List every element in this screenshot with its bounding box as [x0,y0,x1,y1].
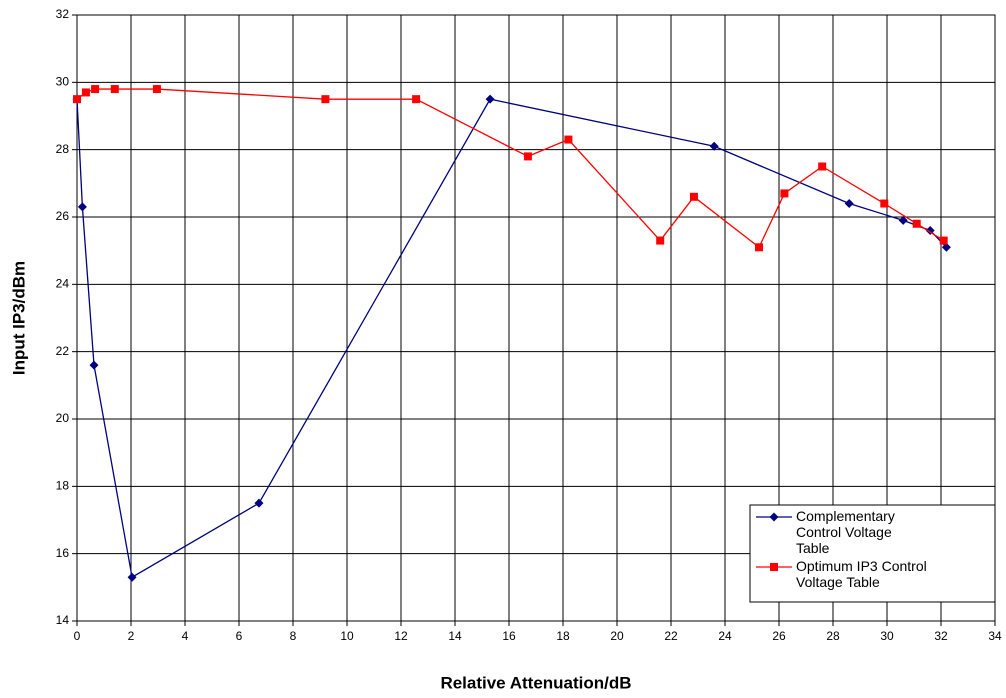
marker [77,202,87,212]
x-tick-label: 32 [934,629,948,643]
marker [898,215,908,225]
x-axis-title: Relative Attenuation/dB [440,673,631,692]
x-tick-label: 18 [556,629,570,643]
x-tick-label: 22 [664,629,678,643]
marker [941,242,951,252]
x-tick-label: 14 [448,629,462,643]
marker [89,360,99,370]
marker [110,85,119,94]
x-tick-label: 8 [290,629,297,643]
y-tick-label: 18 [56,479,70,493]
legend-label: Complementary Control Voltage Table [796,508,895,556]
y-tick-label: 22 [56,344,70,358]
marker [523,152,532,161]
plot-border [76,14,996,622]
x-tick-label: 34 [988,629,1002,643]
marker [656,236,665,245]
marker [709,141,719,151]
marker [689,192,698,201]
x-tick-label: 16 [502,629,516,643]
y-tick-label: 26 [56,209,70,223]
marker [880,199,889,208]
marker [844,199,854,209]
y-tick-label: 30 [56,75,70,89]
marker [321,95,330,104]
x-tick-label: 26 [772,629,786,643]
marker [939,236,948,245]
legend-box [749,504,996,603]
x-tick-label: 28 [826,629,840,643]
marker [152,85,161,94]
y-tick-label: 14 [56,613,70,627]
marker [780,189,789,198]
marker [925,225,935,235]
y-tick-label: 28 [56,142,70,156]
y-tick-label: 16 [56,546,70,560]
marker [254,498,264,508]
x-tick-label: 2 [128,629,135,643]
marker [818,162,827,171]
x-tick-label: 12 [394,629,408,643]
y-tick-label: 24 [56,277,70,291]
legend-marker [769,512,779,522]
marker [73,95,81,104]
marker [912,219,921,228]
x-tick-label: 6 [236,629,243,643]
marker [564,135,573,144]
x-tick-label: 10 [340,629,354,643]
x-tick-label: 0 [74,629,81,643]
marker [81,88,90,97]
x-tick-label: 4 [182,629,189,643]
marker [755,243,764,252]
marker [412,95,421,104]
y-tick-label: 20 [56,411,70,425]
x-tick-label: 20 [610,629,624,643]
legend-marker [770,563,778,571]
marker [91,85,100,94]
y-tick-label: 32 [56,7,70,21]
marker [127,572,137,582]
x-tick-label: 30 [880,629,894,643]
legend-label: Optimum IP3 Control Voltage Table [796,558,927,590]
marker [485,94,495,104]
x-tick-label: 24 [718,629,732,643]
y-axis-title: Input IP3/dBm [9,261,28,375]
